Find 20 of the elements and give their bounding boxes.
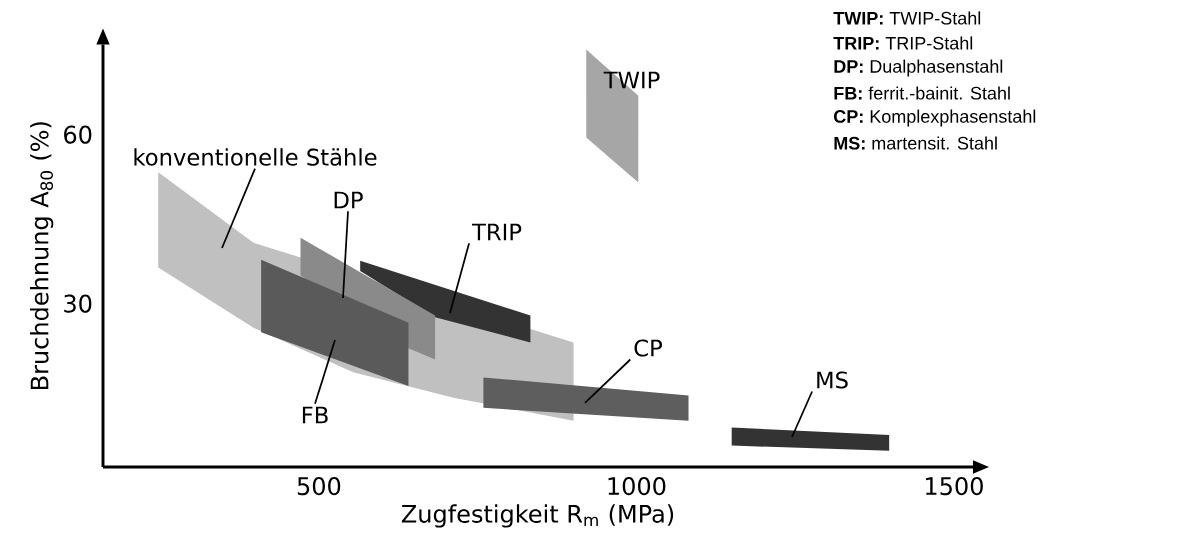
- x-tick-label: 1000: [608, 477, 666, 496]
- x-axis-title: Zugfestigkeit R$_{m}$ (MPa): [401, 504, 674, 528]
- annotation: CP: Komplexphasenstahl: [834, 109, 1036, 127]
- series-label: CP: [634, 339, 662, 357]
- text: TWIP: TWIP-Stahl: [833, 11, 981, 25]
- y-tick-label: 30: [64, 294, 92, 313]
- series-label: konventionelle Stähle: [134, 148, 377, 166]
- y-tick-label: 60: [64, 125, 92, 144]
- series-label: MS: [817, 371, 848, 389]
- annotation: TRIP: TRIP-Stahl: [833, 36, 973, 50]
- annotation: DP: Dualphasenstahl: [834, 59, 1003, 77]
- x-tick-label: 500: [297, 477, 341, 496]
- series-label: TWIP: [603, 71, 660, 89]
- text: FB: [302, 406, 328, 424]
- text: TRIP: [471, 223, 522, 241]
- y-axis-title: Bruchdehnung A$_{80}$ (%): [30, 122, 54, 390]
- series-label: DP: [334, 191, 363, 209]
- x-tick-label: 1500: [926, 477, 983, 496]
- annotation: MS: martensit. Stahl: [834, 136, 997, 150]
- annotation: FB: ferrit.-bainit. Stahl: [834, 86, 1010, 100]
